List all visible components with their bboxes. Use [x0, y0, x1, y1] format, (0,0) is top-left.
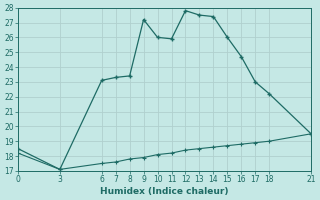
X-axis label: Humidex (Indice chaleur): Humidex (Indice chaleur)	[100, 187, 229, 196]
